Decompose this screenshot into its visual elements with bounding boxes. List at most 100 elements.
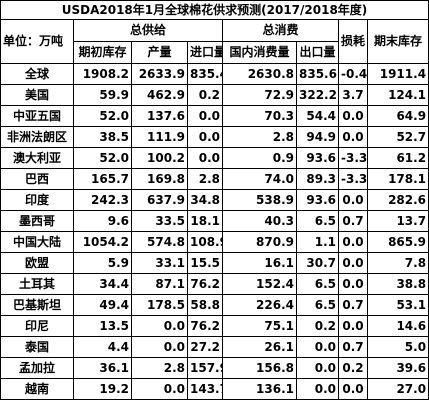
column-header: 进口量 (187, 41, 223, 64)
cell-value: 27.0 (366, 378, 429, 400)
cell-value: 52.0 (73, 105, 132, 127)
cell-value: 0.0 (338, 231, 368, 253)
unit-label: 单位：万吨 (0, 19, 74, 64)
cell-value: 6.5 (296, 294, 339, 316)
cell-value: 3.7 (338, 84, 368, 106)
cell-value: 0.0 (338, 273, 368, 295)
data-row: 美国 59.9 462.9 0.2 72.9 322.2 3.7 124.1 (0, 84, 429, 106)
column-header: 损耗 (338, 19, 368, 64)
cell-value: 26.1 (222, 336, 297, 358)
data-row: 澳大利亚 52.0 100.2 0.0 0.9 93.6 -3.3 61.2 (0, 147, 429, 169)
cell-value: 0.7 (338, 210, 368, 232)
data-row: 中亚五国 52.0 137.6 0.0 70.3 54.4 0.0 64.9 (0, 105, 429, 127)
cell-value: 15.5 (187, 252, 223, 274)
column-header: 期初库存 (73, 41, 132, 64)
cell-value: 33.1 (131, 252, 188, 274)
cell-value: 76.2 (187, 273, 223, 295)
cell-value: 2630.8 (222, 63, 297, 85)
cell-value: 1.1 (296, 231, 339, 253)
cell-value: 27.2 (187, 336, 223, 358)
cell-value: 5.9 (73, 252, 132, 274)
cell-value: 0.0 (187, 105, 223, 127)
cell-value: 637.9 (131, 189, 188, 211)
region-name: 墨西哥 (0, 210, 74, 232)
cell-value: 30.7 (296, 252, 339, 274)
group-header: 总消费 (222, 19, 339, 42)
cell-value: 13.5 (73, 315, 132, 337)
cell-value: 100.2 (131, 147, 188, 169)
data-row: 欧盟 5.9 33.1 15.5 16.1 30.7 0.0 7.8 (0, 252, 429, 274)
cell-value: 0.0 (338, 378, 368, 400)
region-name: 越南 (0, 378, 74, 400)
cell-value: 835.6 (296, 63, 339, 85)
cell-value: -3.3 (338, 168, 368, 190)
cell-value: 865.9 (366, 231, 429, 253)
cell-value: 178.1 (366, 168, 429, 190)
cell-value: 38.5 (73, 126, 132, 148)
cell-value: 34.8 (187, 189, 223, 211)
region-name: 全球 (0, 63, 74, 85)
cell-value: 169.8 (131, 168, 188, 190)
region-name: 中亚五国 (0, 105, 74, 127)
cell-value: 52.7 (366, 126, 429, 148)
cell-value: 0.0 (131, 378, 188, 400)
cell-value: 58.8 (187, 294, 223, 316)
cell-value: 14.6 (366, 315, 429, 337)
cell-value: 34.4 (73, 273, 132, 295)
cell-value: 0.0 (296, 336, 339, 358)
cell-value: 462.9 (131, 84, 188, 106)
cell-value: 93.6 (296, 147, 339, 169)
cell-value: 0.2 (187, 84, 223, 106)
column-header: 产量 (131, 41, 188, 64)
region-name: 美国 (0, 84, 74, 106)
cell-value: 0.0 (187, 126, 223, 148)
data-row: 非洲法朗区 38.5 111.9 0.0 2.8 94.9 0.0 52.7 (0, 126, 429, 148)
data-row: 土耳其 34.4 87.1 76.2 152.4 6.5 0.0 38.8 (0, 273, 429, 295)
cell-value: 0.0 (187, 147, 223, 169)
column-header: 期末库存 (366, 19, 429, 64)
cell-value: 282.6 (366, 189, 429, 211)
cell-value: 0.0 (131, 336, 188, 358)
cell-value: 13.7 (366, 210, 429, 232)
cell-value: 111.9 (131, 126, 188, 148)
cell-value: 87.1 (131, 273, 188, 295)
cell-value: 0.2 (338, 357, 368, 379)
cell-value: 38.8 (366, 273, 429, 295)
cell-value: 0.0 (296, 357, 339, 379)
cell-value: 1908.2 (73, 63, 132, 85)
cell-value: 124.1 (366, 84, 429, 106)
cell-value: 157.9 (187, 357, 223, 379)
cell-value: 72.9 (222, 84, 297, 106)
region-name: 巴基斯坦 (0, 294, 74, 316)
cell-value: 322.2 (296, 84, 339, 106)
cell-value: 19.2 (73, 378, 132, 400)
cell-value: 94.9 (296, 126, 339, 148)
cell-value: 2.8 (187, 168, 223, 190)
region-name: 澳大利亚 (0, 147, 74, 169)
cell-value: -3.3 (338, 147, 368, 169)
header-row: 单位：万吨 总供给 总消费 损耗 期末库存 (0, 19, 429, 64)
cell-value: 0.0 (338, 315, 368, 337)
cell-value: 64.9 (366, 105, 429, 127)
cell-value: 40.3 (222, 210, 297, 232)
subheader-row: 期初库存 产量 进口量 国内消费量 出口量 (1, 41, 429, 64)
cell-value: 53.1 (366, 294, 429, 316)
region-name: 非洲法朗区 (0, 126, 74, 148)
cell-value: 242.3 (73, 189, 132, 211)
cell-value: 16.1 (222, 252, 297, 274)
cell-value: 0.0 (338, 189, 368, 211)
cell-value: 165.7 (73, 168, 132, 190)
data-row: 墨西哥 9.6 33.5 18.1 40.3 6.5 0.7 13.7 (0, 210, 429, 232)
data-row: 巴西 165.7 169.8 2.8 74.0 89.3 -3.3 178.1 (0, 168, 429, 190)
data-row: 泰国 4.4 0.0 27.2 26.1 0.0 0.7 5.0 (0, 336, 429, 358)
cell-value: 54.4 (296, 105, 339, 127)
cell-value: 0.7 (338, 294, 368, 316)
cell-value: 74.0 (222, 168, 297, 190)
cell-value: 18.1 (187, 210, 223, 232)
cell-value: 59.9 (73, 84, 132, 106)
